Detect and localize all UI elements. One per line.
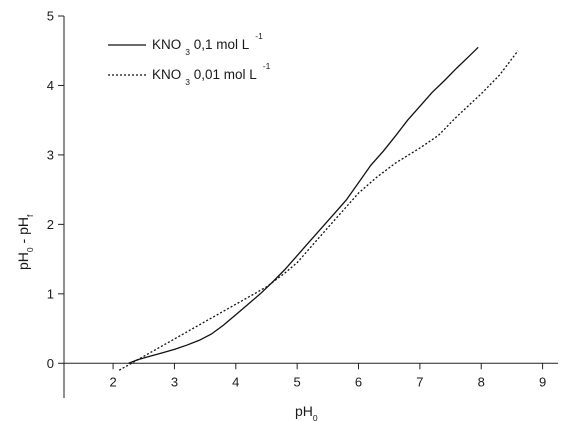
legend-2-sup: -1 [263, 61, 271, 71]
x-title-main: pH [295, 403, 313, 419]
x-axis-title: pH0 [295, 403, 318, 422]
series-line-1 [128, 46, 479, 364]
legend: KNO 3 0,1 mol L -1 KNO 3 0,01 mol L -1 [108, 31, 271, 87]
y-tick-label: 0 [47, 356, 54, 371]
legend-1-sup: -1 [255, 31, 263, 41]
y-title-sep: - [15, 235, 31, 247]
x-tick-label: 7 [416, 374, 423, 389]
legend-2-sub: 3 [185, 77, 190, 87]
x-tick-label: 9 [539, 374, 546, 389]
y-tick-label: 5 [47, 9, 54, 24]
x-tick-label: 4 [232, 374, 239, 389]
legend-1-pre: KNO [152, 37, 181, 52]
axes: 0 1 2 3 4 5 2 3 4 5 6 7 8 9 [47, 9, 558, 398]
legend-entry-1: KNO 3 0,1 mol L -1 [152, 31, 263, 57]
legend-entry-2: KNO 3 0,01 mol L -1 [152, 61, 271, 87]
x-title-sub: 0 [313, 413, 318, 422]
x-tick-label: 3 [171, 374, 178, 389]
y-title-a-sub: 0 [25, 247, 35, 252]
series-line-2 [118, 50, 519, 371]
legend-2-mid: 0,01 mol L [190, 67, 257, 82]
y-axis-title: pH0 - pHf [15, 214, 35, 270]
legend-1-sub: 3 [185, 47, 190, 57]
y-title-b-sub: f [25, 214, 35, 217]
y-title-a: pH [15, 252, 31, 270]
y-tick-label: 2 [47, 217, 54, 232]
y-title-b: pH [15, 217, 31, 235]
x-tick-label: 2 [109, 374, 116, 389]
x-tick-label: 6 [355, 374, 362, 389]
x-tick-label: 5 [294, 374, 301, 389]
x-tick-label: 8 [478, 374, 485, 389]
legend-2-pre: KNO [152, 67, 181, 82]
y-tick-label: 1 [47, 286, 54, 301]
series-layer [118, 46, 519, 371]
y-tick-label: 3 [47, 147, 54, 162]
legend-1-mid: 0,1 mol L [190, 37, 250, 52]
y-tick-label: 4 [47, 78, 54, 93]
